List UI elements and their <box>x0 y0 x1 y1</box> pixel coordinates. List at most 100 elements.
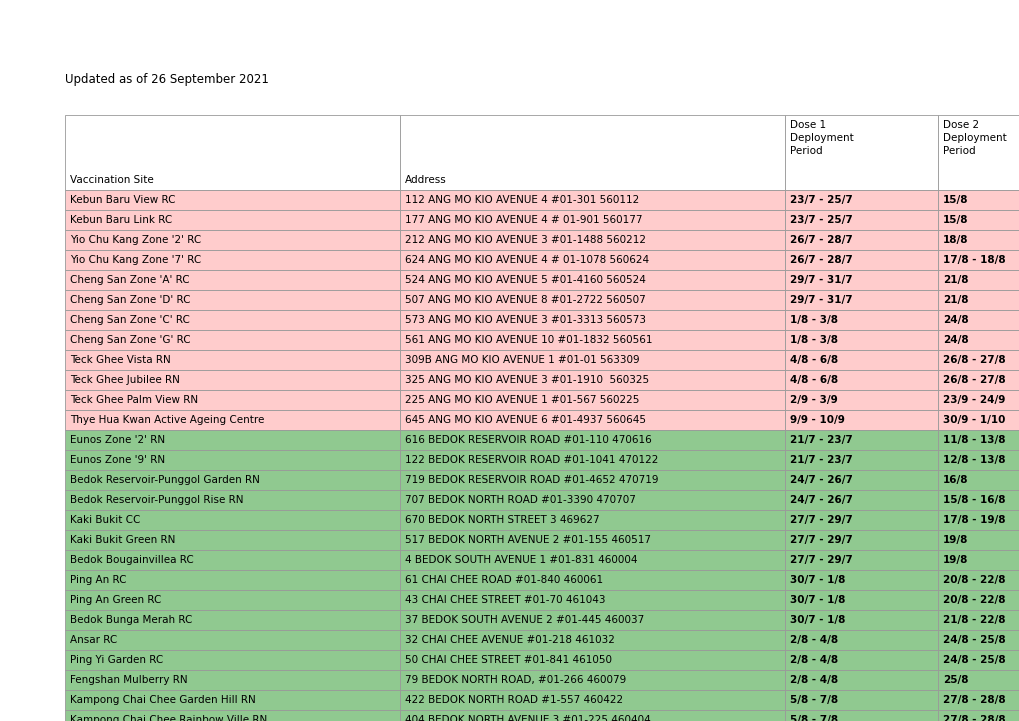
Bar <box>937 270 1019 290</box>
Text: 24/8 - 25/8: 24/8 - 25/8 <box>943 635 1005 645</box>
Text: 21/7 - 23/7: 21/7 - 23/7 <box>790 455 852 465</box>
Text: 24/7 - 26/7: 24/7 - 26/7 <box>790 475 852 485</box>
Text: 4/8 - 6/8: 4/8 - 6/8 <box>790 375 838 385</box>
Bar <box>399 550 785 570</box>
Bar <box>785 470 937 490</box>
Bar <box>399 230 785 250</box>
Text: 12/8 - 13/8: 12/8 - 13/8 <box>943 455 1005 465</box>
Text: 15/8 - 16/8: 15/8 - 16/8 <box>943 495 1005 505</box>
Text: Kampong Chai Chee Garden Hill RN: Kampong Chai Chee Garden Hill RN <box>70 695 256 705</box>
Text: Teck Ghee Vista RN: Teck Ghee Vista RN <box>70 355 170 365</box>
Text: 404 BEDOK NORTH AVENUE 3 #01-225 460404: 404 BEDOK NORTH AVENUE 3 #01-225 460404 <box>405 715 650 721</box>
Bar <box>937 230 1019 250</box>
Text: 27/7 - 29/7: 27/7 - 29/7 <box>790 515 852 525</box>
Text: 25/8: 25/8 <box>943 675 968 685</box>
Bar <box>937 530 1019 550</box>
Text: Updated as of 26 September 2021: Updated as of 26 September 2021 <box>65 73 269 86</box>
Bar <box>399 690 785 710</box>
Text: Address: Address <box>405 175 446 185</box>
Text: 309B ANG MO KIO AVENUE 1 #01-01 563309: 309B ANG MO KIO AVENUE 1 #01-01 563309 <box>405 355 639 365</box>
Bar <box>65 290 399 310</box>
Bar <box>65 410 399 430</box>
Text: 20/8 - 22/8: 20/8 - 22/8 <box>943 575 1005 585</box>
Bar <box>399 710 785 721</box>
Bar <box>785 610 937 630</box>
Bar <box>937 610 1019 630</box>
Text: Kaki Bukit CC: Kaki Bukit CC <box>70 515 141 525</box>
Text: 27/7 - 29/7: 27/7 - 29/7 <box>790 555 852 565</box>
Bar <box>399 250 785 270</box>
Bar <box>65 650 399 670</box>
Bar <box>785 530 937 550</box>
Text: 2/8 - 4/8: 2/8 - 4/8 <box>790 675 838 685</box>
Text: 225 ANG MO KIO AVENUE 1 #01-567 560225: 225 ANG MO KIO AVENUE 1 #01-567 560225 <box>405 395 639 405</box>
Bar <box>937 670 1019 690</box>
Bar <box>65 115 399 190</box>
Bar <box>785 270 937 290</box>
Text: 20/8 - 22/8: 20/8 - 22/8 <box>943 595 1005 605</box>
Bar <box>65 210 399 230</box>
Text: Bedok Bougainvillea RC: Bedok Bougainvillea RC <box>70 555 194 565</box>
Bar <box>937 430 1019 450</box>
Text: Kebun Baru Link RC: Kebun Baru Link RC <box>70 215 172 225</box>
Bar <box>785 570 937 590</box>
Bar <box>785 210 937 230</box>
Bar <box>785 450 937 470</box>
Bar <box>65 390 399 410</box>
Bar <box>399 450 785 470</box>
Text: Bedok Bunga Merah RC: Bedok Bunga Merah RC <box>70 615 193 625</box>
Bar <box>785 370 937 390</box>
Text: 29/7 - 31/7: 29/7 - 31/7 <box>790 275 852 285</box>
Bar <box>399 510 785 530</box>
Text: 616 BEDOK RESERVOIR ROAD #01-110 470616: 616 BEDOK RESERVOIR ROAD #01-110 470616 <box>405 435 651 445</box>
Bar <box>65 250 399 270</box>
Bar <box>65 430 399 450</box>
Bar <box>937 550 1019 570</box>
Bar <box>785 710 937 721</box>
Text: Fengshan Mulberry RN: Fengshan Mulberry RN <box>70 675 187 685</box>
Bar <box>937 330 1019 350</box>
Text: 30/7 - 1/8: 30/7 - 1/8 <box>790 575 845 585</box>
Text: 645 ANG MO KIO AVENUE 6 #01-4937 560645: 645 ANG MO KIO AVENUE 6 #01-4937 560645 <box>405 415 645 425</box>
Text: 507 ANG MO KIO AVENUE 8 #01-2722 560507: 507 ANG MO KIO AVENUE 8 #01-2722 560507 <box>405 295 645 305</box>
Bar <box>399 270 785 290</box>
Bar <box>399 470 785 490</box>
Text: Yio Chu Kang Zone '7' RC: Yio Chu Kang Zone '7' RC <box>70 255 201 265</box>
Text: 50 CHAI CHEE STREET #01-841 461050: 50 CHAI CHEE STREET #01-841 461050 <box>405 655 611 665</box>
Bar <box>399 210 785 230</box>
Text: 27/8 - 28/8: 27/8 - 28/8 <box>943 695 1005 705</box>
Bar <box>65 630 399 650</box>
Bar <box>937 710 1019 721</box>
Bar <box>937 450 1019 470</box>
Text: Vaccination Site: Vaccination Site <box>70 175 154 185</box>
Text: 26/8 - 27/8: 26/8 - 27/8 <box>943 375 1005 385</box>
Text: 422 BEDOK NORTH ROAD #1-557 460422: 422 BEDOK NORTH ROAD #1-557 460422 <box>405 695 623 705</box>
Text: Cheng San Zone 'G' RC: Cheng San Zone 'G' RC <box>70 335 191 345</box>
Bar <box>399 610 785 630</box>
Text: 17/8 - 18/8: 17/8 - 18/8 <box>943 255 1005 265</box>
Bar <box>785 550 937 570</box>
Text: 79 BEDOK NORTH ROAD, #01-266 460079: 79 BEDOK NORTH ROAD, #01-266 460079 <box>405 675 626 685</box>
Bar <box>65 230 399 250</box>
Text: 177 ANG MO KIO AVENUE 4 # 01-901 560177: 177 ANG MO KIO AVENUE 4 # 01-901 560177 <box>405 215 642 225</box>
Bar <box>937 115 1019 190</box>
Bar <box>65 530 399 550</box>
Bar <box>937 190 1019 210</box>
Text: 23/7 - 25/7: 23/7 - 25/7 <box>790 195 852 205</box>
Text: 26/7 - 28/7: 26/7 - 28/7 <box>790 235 852 245</box>
Bar <box>65 310 399 330</box>
Text: 325 ANG MO KIO AVENUE 3 #01-1910  560325: 325 ANG MO KIO AVENUE 3 #01-1910 560325 <box>405 375 648 385</box>
Text: 4 BEDOK SOUTH AVENUE 1 #01-831 460004: 4 BEDOK SOUTH AVENUE 1 #01-831 460004 <box>405 555 637 565</box>
Bar <box>65 190 399 210</box>
Bar <box>399 530 785 550</box>
Text: Cheng San Zone 'D' RC: Cheng San Zone 'D' RC <box>70 295 191 305</box>
Bar <box>65 450 399 470</box>
Bar <box>65 610 399 630</box>
Text: 29/7 - 31/7: 29/7 - 31/7 <box>790 295 852 305</box>
Bar <box>65 330 399 350</box>
Bar <box>65 510 399 530</box>
Text: 27/8 - 28/8: 27/8 - 28/8 <box>943 715 1005 721</box>
Bar <box>937 490 1019 510</box>
Bar <box>399 490 785 510</box>
Bar <box>785 190 937 210</box>
